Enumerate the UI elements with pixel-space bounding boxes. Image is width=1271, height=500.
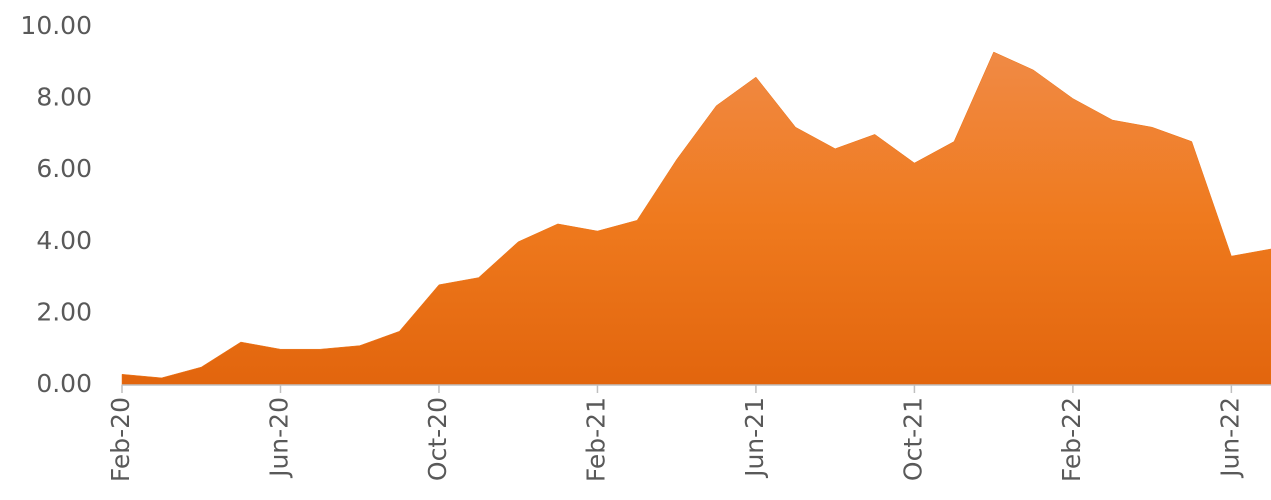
x-tick-label: Jun-21 bbox=[740, 397, 769, 479]
y-tick-label: 0.00 bbox=[36, 369, 92, 398]
y-tick-label: 6.00 bbox=[36, 154, 92, 183]
x-tick-label: Feb-21 bbox=[581, 397, 610, 482]
y-tick-label: 4.00 bbox=[36, 226, 92, 255]
y-tick-label: 2.00 bbox=[36, 297, 92, 326]
y-tick-label: 8.00 bbox=[36, 83, 92, 112]
y-tick-label: 10.00 bbox=[20, 11, 92, 40]
x-tick-label: Oct-21 bbox=[898, 397, 927, 481]
x-tick-label: Feb-20 bbox=[106, 397, 135, 482]
x-tick-label: Jun-20 bbox=[264, 397, 293, 479]
area bbox=[121, 51, 1271, 386]
x-tick-label: Oct-20 bbox=[423, 397, 452, 481]
x-tick-label: Feb-22 bbox=[1057, 397, 1086, 482]
x-tick-label: Jun-22 bbox=[1215, 397, 1244, 479]
